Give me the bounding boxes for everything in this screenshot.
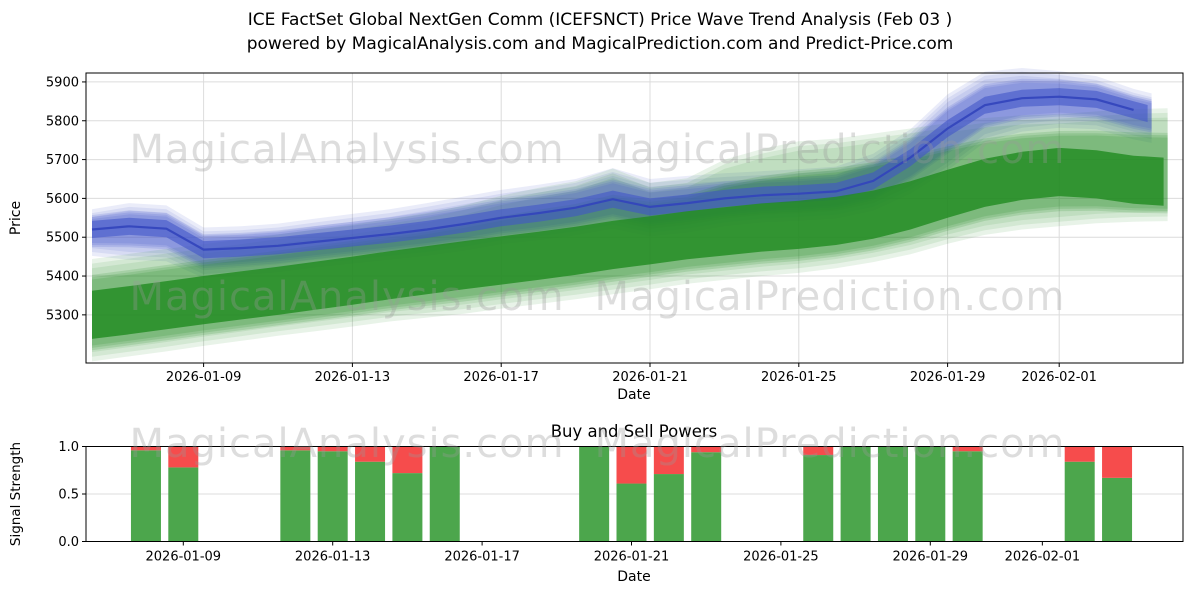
y-tick-label: 5400	[46, 270, 79, 285]
sell-bar-segment	[1102, 446, 1133, 478]
watermark-prediction-top: MagicalPrediction.com	[595, 127, 1066, 173]
signal-y-axis-label: Signal Strength	[8, 442, 24, 546]
buy-bar-segment	[429, 446, 460, 542]
green-core-band	[92, 147, 1164, 339]
blue-trend-line	[91, 95, 1134, 251]
buy-bar-segment	[877, 446, 908, 542]
signal-chart-title: Buy and Sell Powers	[551, 422, 718, 441]
price-chart: 5900 5800 5700 5600 5500 5400 5300 2026-01-09 20…	[46, 68, 1184, 385]
watermark-analysis-bottom: MagicalAnalysis.com	[129, 421, 564, 467]
x-tick-label: 2026-01-25	[761, 370, 837, 385]
buy-bar-segment	[691, 452, 722, 542]
y-tick-label: 5300	[46, 308, 79, 323]
sell-bar-segment	[653, 446, 684, 475]
y-tick-label: 1.0	[58, 440, 79, 455]
x-tick-label: 2026-02-01	[1005, 550, 1081, 565]
x-tick-label: 2026-01-29	[893, 550, 969, 565]
figure-title-line2: powered by MagicalAnalysis.com and Magic…	[247, 34, 954, 54]
sell-bar-segment	[130, 446, 161, 451]
blue-core-band	[92, 88, 1148, 259]
sell-bar-segment	[317, 446, 348, 452]
sell-bar-segment	[952, 446, 983, 452]
sell-bar-segment	[355, 446, 386, 462]
price-x-axis-label: Date	[617, 387, 650, 403]
x-tick-label: 2026-01-13	[315, 370, 391, 385]
x-tick-label: 2026-02-01	[1021, 370, 1097, 385]
buy-bar-segment	[579, 446, 610, 542]
buy-bar-segment	[168, 467, 199, 542]
watermark-analysis-top: MagicalAnalysis.com	[129, 127, 564, 173]
buy-bar-segment	[355, 461, 386, 542]
price-axes-frame	[85, 72, 1184, 364]
sell-bar-segment	[1064, 446, 1095, 462]
buy-bar-segment	[1064, 461, 1095, 542]
price-y-axis-label: Price	[8, 201, 24, 235]
x-tick-label: 2026-01-09	[146, 550, 222, 565]
y-tick-label: 5900	[46, 75, 79, 90]
buy-bar-segment	[1102, 477, 1133, 542]
sell-bar-segment	[392, 446, 423, 474]
x-tick-label: 2026-01-21	[594, 550, 670, 565]
buy-bar-segment	[317, 451, 348, 542]
signal-x-axis-label: Date	[617, 569, 650, 585]
buy-bar-segment	[280, 450, 311, 542]
buy-bar-segment	[952, 451, 983, 542]
x-tick-label: 2026-01-25	[743, 550, 819, 565]
sell-bar-segment	[168, 446, 199, 468]
x-tick-label: 2026-01-13	[295, 550, 371, 565]
blue-outer-band	[92, 75, 1152, 278]
x-tick-label: 2026-01-09	[166, 370, 242, 385]
y-tick-label: 5600	[46, 192, 79, 207]
y-tick-label: 5700	[46, 153, 79, 168]
buy-bar-segment	[616, 483, 647, 542]
y-tick-label: 0.0	[58, 535, 79, 550]
blue-outer-band	[92, 68, 1152, 271]
buy-bar-segment	[840, 446, 871, 542]
sell-bar-segment	[616, 446, 647, 484]
sell-bar-segment	[691, 446, 722, 453]
y-tick-label: 0.5	[58, 488, 79, 503]
watermark-prediction-mid: MagicalPrediction.com	[595, 274, 1066, 320]
x-tick-label: 2026-01-17	[463, 370, 539, 385]
y-tick-label: 5500	[46, 231, 79, 246]
buy-bar-segment	[653, 474, 684, 542]
watermark-prediction-bottom: MagicalPrediction.com	[595, 421, 1066, 467]
sell-bar-segment	[803, 446, 834, 456]
x-tick-label: 2026-01-21	[612, 370, 688, 385]
buy-bar-segment	[130, 450, 161, 542]
buy-bar-segment	[915, 446, 946, 542]
x-tick-label: 2026-01-17	[444, 550, 520, 565]
buy-bar-segment	[392, 473, 423, 542]
x-tick-label: 2026-01-29	[910, 370, 986, 385]
sell-bar-segment	[280, 446, 311, 451]
buy-bar-segment	[803, 455, 834, 542]
figure-title-line1: ICE FactSet Global NextGen Comm (ICEFSNC…	[248, 10, 953, 30]
watermark-analysis-mid: MagicalAnalysis.com	[129, 274, 564, 320]
y-tick-label: 5800	[46, 114, 79, 129]
signal-chart: 1.0 0.5 0.0 2026-01-09 2026-01-13 2026-01-17 2…	[58, 440, 1184, 565]
blue-outer-band	[92, 71, 1152, 275]
